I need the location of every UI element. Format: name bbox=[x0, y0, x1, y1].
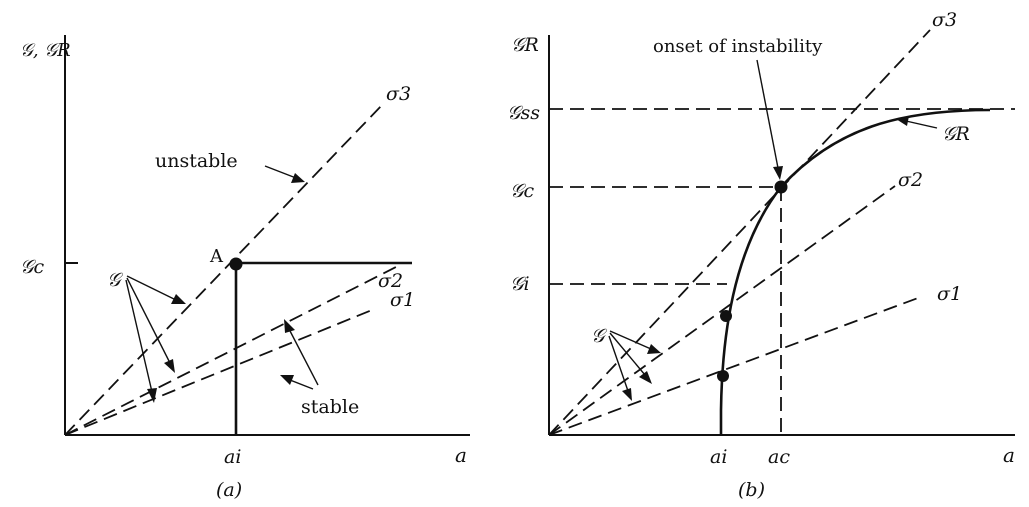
b-g-arrows bbox=[608, 330, 661, 401]
panel-b: 𝒢R 𝒢ss 𝒢c 𝒢i onset of instability 𝒢R σ3 … bbox=[507, 9, 1015, 501]
a-sigma1-label: σ1 bbox=[390, 289, 415, 311]
a-y-axis-label: 𝒢, 𝒢R bbox=[20, 40, 71, 61]
a-point-label: A bbox=[209, 246, 224, 267]
b-curve-label: 𝒢R bbox=[942, 123, 970, 145]
a-sigma2-label: σ2 bbox=[378, 270, 403, 292]
b-gc-tick-label: 𝒢c bbox=[510, 180, 535, 202]
b-gss-tick-label: 𝒢ss bbox=[507, 102, 540, 124]
a-stable-label: stable bbox=[301, 396, 359, 418]
a-sigma3-line bbox=[64, 101, 386, 436]
a-stable-arrows bbox=[280, 319, 319, 390]
b-y-axis-label: 𝒢R bbox=[511, 34, 539, 56]
a-unstable-arrow bbox=[264, 165, 305, 183]
b-g-label: 𝒢 bbox=[591, 325, 608, 347]
b-x-axis-label: a bbox=[1003, 443, 1015, 467]
a-g-arrows bbox=[125, 275, 186, 403]
b-onset-point bbox=[774, 180, 788, 194]
panel-a: 𝒢, 𝒢R 𝒢c A σ3 σ2 σ1 unstable stable 𝒢 ai… bbox=[20, 35, 470, 501]
b-sigma3-line bbox=[548, 29, 931, 436]
b-sigma1-label: σ1 bbox=[937, 283, 962, 305]
b-gr-arrow bbox=[896, 116, 938, 129]
a-point-a bbox=[229, 257, 243, 271]
a-unstable-label: unstable bbox=[155, 150, 238, 172]
b-onset-arrow bbox=[756, 59, 783, 180]
b-sigma1-point bbox=[717, 370, 729, 382]
b-sigma2-line bbox=[548, 185, 896, 436]
a-gc-tick-label: 𝒢c bbox=[20, 256, 45, 278]
b-r-curve bbox=[719, 108, 991, 435]
a-sigma3-label: σ3 bbox=[386, 83, 411, 105]
a-g-label: 𝒢 bbox=[107, 269, 124, 291]
b-ac-tick-label: ac bbox=[768, 446, 790, 468]
b-sigma1-line bbox=[548, 297, 919, 436]
a-ai-tick-label: ai bbox=[224, 446, 241, 468]
b-sigma2-point bbox=[720, 310, 732, 322]
a-caption: (a) bbox=[216, 479, 242, 501]
b-onset-label: onset of instability bbox=[653, 36, 823, 57]
a-sigma1-line bbox=[64, 309, 373, 436]
a-x-axis-label: a bbox=[455, 443, 467, 467]
b-sigma2-label: σ2 bbox=[898, 169, 923, 191]
b-sigma3-label: σ3 bbox=[932, 9, 957, 31]
b-gi-tick-label: 𝒢i bbox=[510, 273, 530, 295]
b-ai-tick-label: ai bbox=[710, 446, 727, 468]
b-caption: (b) bbox=[738, 479, 765, 501]
